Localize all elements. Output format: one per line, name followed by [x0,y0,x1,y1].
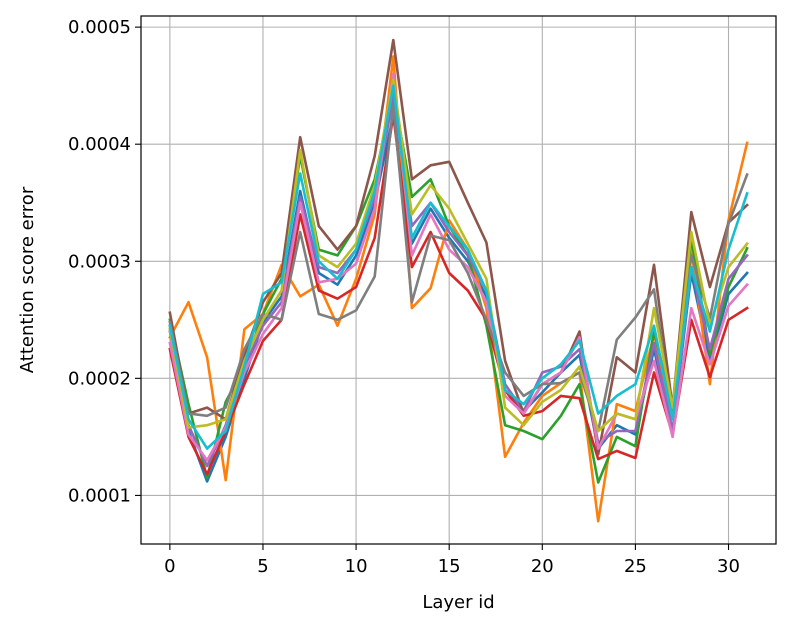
x-tick-label: 30 [717,556,740,577]
series-line-9 [168,78,749,433]
series-line-6 [168,38,749,456]
x-tick-label: 5 [257,556,268,577]
x-axis-label: Layer id [422,592,494,613]
plot-frame [140,15,777,545]
y-tick-label: 0.0001 [68,485,131,506]
series-line-5 [168,96,749,468]
x-tick-label: 15 [438,556,461,577]
x-tick-label: 10 [345,556,368,577]
y-tick-label: 0.0002 [68,368,131,389]
x-tick-label: 20 [531,556,554,577]
y-tick-label: 0.0004 [68,134,131,155]
x-tick-label: 25 [624,556,647,577]
y-tick-label: 0.0003 [68,251,131,272]
y-axis-label: Attention score error [17,186,38,373]
series-lines [168,38,749,523]
series-line-10 [168,84,749,450]
axis-ticks: 0 5 10 15 20 25 30 0.0001 0.0002 0.0003 0.0004 0.00… [68,17,740,577]
x-tick-label: 0 [164,556,175,577]
series-line-4 [168,113,749,476]
series-line-3 [168,90,749,484]
y-tick-label: 0.0005 [68,17,131,38]
